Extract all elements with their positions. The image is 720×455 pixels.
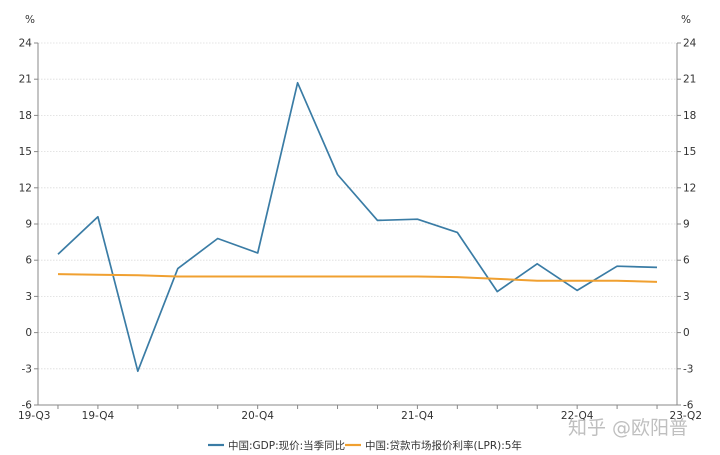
y-tick-label-left: 3 xyxy=(25,291,32,303)
y-tick-label-left: -6 xyxy=(22,400,33,412)
y-tick-label-right: 21 xyxy=(683,74,696,86)
y-tick-label-right: 18 xyxy=(683,110,696,122)
y-tick-label-left: -3 xyxy=(22,363,32,375)
legend-label: 中国:GDP:现价:当季同比 xyxy=(228,439,345,452)
y-tick-label-right: 0 xyxy=(683,327,690,339)
axes: -6 -6 -3 -3 0 0 3 3 6 6 9 9 12 12 15 15 18 18 21 21 24 24 19-Q… xyxy=(18,38,702,423)
y-tick-label-right: 12 xyxy=(683,182,696,194)
x-tick-label: 21-Q4 xyxy=(401,410,434,422)
y-tick-label-right: 15 xyxy=(683,146,696,158)
x-tick-label: 19-Q3 xyxy=(18,410,50,422)
gdp-series-line xyxy=(57,81,658,373)
y-tick-label-left: 15 xyxy=(19,146,32,158)
lpr-series-line xyxy=(57,273,658,283)
y-tick-label-left: 21 xyxy=(19,74,32,86)
y-tick-label-right: -6 xyxy=(683,400,694,412)
x-tick-label: 23-Q2 xyxy=(670,410,702,422)
legend-label: 中国:贷款市场报价利率(LPR):5年 xyxy=(365,439,522,452)
x-tick-label: 19-Q4 xyxy=(82,410,115,422)
y-tick-label-right: 6 xyxy=(683,255,690,267)
y-tick-label-left: 6 xyxy=(25,255,32,267)
y-tick-label-left: 24 xyxy=(19,38,33,50)
y-tick-label-right: 24 xyxy=(683,38,697,50)
gridlines xyxy=(38,42,677,370)
y-tick-label-left: 9 xyxy=(25,219,32,231)
left-unit-label: % xyxy=(25,14,35,26)
y-tick-label-right: 3 xyxy=(683,291,690,303)
y-tick-label-right: 9 xyxy=(683,219,690,231)
x-tick-label: 22-Q4 xyxy=(561,410,594,422)
y-tick-label-left: 0 xyxy=(25,327,32,339)
watermark: 知乎 @欧阳普 xyxy=(568,417,688,439)
y-tick-label-left: 12 xyxy=(19,182,32,194)
legend: 中国:GDP:现价:当季同比 中国:贷款市场报价利率(LPR):5年 xyxy=(208,439,522,452)
right-unit-label: % xyxy=(681,14,691,26)
y-tick-label-right: -3 xyxy=(683,363,693,375)
y-tick-label-left: 18 xyxy=(19,110,32,122)
series-lines xyxy=(57,81,658,373)
x-tick-label: 20-Q4 xyxy=(241,410,274,422)
